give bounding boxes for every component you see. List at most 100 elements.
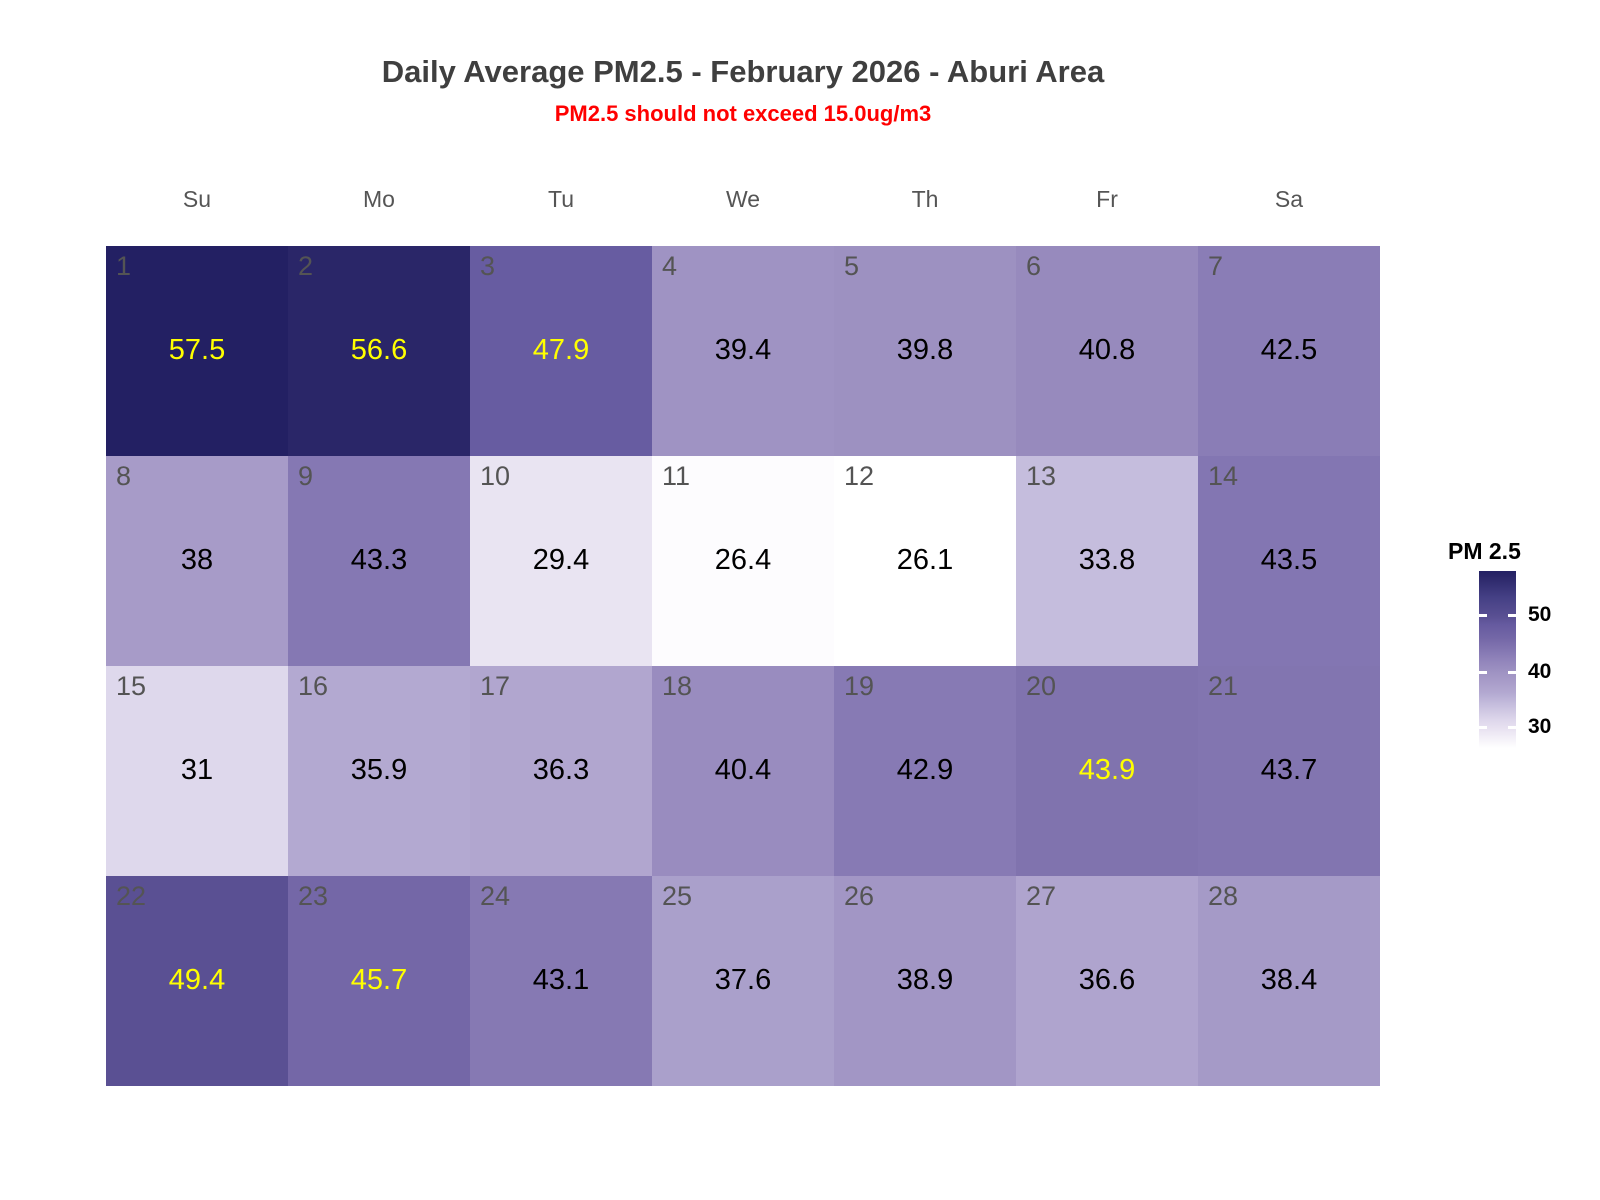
weekday-label-sa: Sa <box>1274 186 1304 212</box>
day-number: 14 <box>1208 461 1239 491</box>
day-cell-24: 24 43.1 <box>470 876 652 1086</box>
pm25-value: 31 <box>180 753 214 786</box>
weekday-label-fr: Fr <box>1096 186 1118 212</box>
day-number: 20 <box>1026 671 1057 701</box>
pm25-value: 42.9 <box>896 753 954 786</box>
pm25-value: 38.9 <box>896 963 954 996</box>
day-cell-25: 25 37.6 <box>652 876 834 1086</box>
pm25-value: 40.4 <box>714 753 772 786</box>
pm25-value: 33.8 <box>1078 543 1136 576</box>
day-number: 23 <box>298 881 329 911</box>
chart-subtitle: PM2.5 should not exceed 15.0ug/m3 <box>554 101 932 126</box>
day-number: 13 <box>1026 461 1057 491</box>
pm25-value: 37.6 <box>714 963 772 996</box>
day-number: 27 <box>1026 881 1057 911</box>
day-number: 15 <box>116 671 147 701</box>
pm25-value: 29.4 <box>532 543 590 576</box>
day-cell-15: 15 31 <box>106 666 288 876</box>
day-cell-17: 17 36.3 <box>470 666 652 876</box>
colorbar-tick <box>1479 726 1487 729</box>
pm25-value: 38 <box>180 543 214 576</box>
day-cell-28: 28 38.4 <box>1198 876 1380 1086</box>
weekday-header-row: Su Mo Tu We Th Fr Sa <box>106 184 1380 214</box>
calendar-grid: 1 57.5 2 56.6 3 47.9 4 39.4 5 39.8 6 40.8 7 42.5 8 38 9 4… <box>106 246 1380 1086</box>
day-number: 3 <box>480 251 496 281</box>
pm25-value: 35.9 <box>350 753 408 786</box>
pm25-value: 57.5 <box>168 333 226 366</box>
day-number: 28 <box>1208 881 1239 911</box>
day-number: 21 <box>1208 671 1239 701</box>
day-number: 25 <box>662 881 693 911</box>
pm25-value: 38.4 <box>1260 963 1318 996</box>
day-number: 16 <box>298 671 329 701</box>
day-cell-12: 12 26.1 <box>834 456 1016 666</box>
colorbar-tick-label: 40 <box>1528 660 1552 683</box>
weekday-label-tu: Tu <box>548 186 574 212</box>
day-cell-13: 13 33.8 <box>1016 456 1198 666</box>
day-number: 10 <box>480 461 511 491</box>
day-cell-4: 4 39.4 <box>652 246 834 456</box>
day-cell-21: 21 43.7 <box>1198 666 1380 876</box>
day-cell-26: 26 38.9 <box>834 876 1016 1086</box>
day-number: 19 <box>844 671 875 701</box>
day-cell-10: 10 29.4 <box>470 456 652 666</box>
day-cell-14: 14 43.5 <box>1198 456 1380 666</box>
day-cell-19: 19 42.9 <box>834 666 1016 876</box>
pm25-value: 36.3 <box>532 753 590 786</box>
day-number: 11 <box>662 461 691 491</box>
day-number: 12 <box>844 461 875 491</box>
day-cell-18: 18 40.4 <box>652 666 834 876</box>
day-cell-22: 22 49.4 <box>106 876 288 1086</box>
day-number: 18 <box>662 671 693 701</box>
weekday-label-mo: Mo <box>363 186 395 212</box>
colorbar-tick <box>1508 614 1516 617</box>
pm25-value: 49.4 <box>168 963 226 996</box>
day-cell-11: 11 26.4 <box>652 456 834 666</box>
day-cell-23: 23 45.7 <box>288 876 470 1086</box>
colorbar-tick-label: 50 <box>1528 603 1552 626</box>
day-number: 9 <box>298 461 314 491</box>
colorbar-tick <box>1479 671 1487 674</box>
day-cell-20: 20 43.9 <box>1016 666 1198 876</box>
day-cell-16: 16 35.9 <box>288 666 470 876</box>
pm25-value: 43.3 <box>350 543 408 576</box>
weekday-label-we: We <box>725 186 761 212</box>
legend-title: PM 2.5 <box>1448 538 1521 564</box>
pm25-value: 43.1 <box>532 963 590 996</box>
weekday-label-su: Su <box>182 186 212 212</box>
day-cell-2: 2 56.6 <box>288 246 470 456</box>
day-number: 22 <box>116 881 147 911</box>
pm25-value: 43.7 <box>1260 753 1318 786</box>
pm25-value: 39.8 <box>896 333 954 366</box>
day-number: 7 <box>1208 251 1224 281</box>
pm25-value: 39.4 <box>714 333 772 366</box>
pm25-value: 43.9 <box>1078 753 1136 786</box>
day-number: 2 <box>298 251 314 281</box>
pm25-value: 26.4 <box>714 543 772 576</box>
day-cell-9: 9 43.3 <box>288 456 470 666</box>
colorbar-tick <box>1479 614 1487 617</box>
pm25-value: 45.7 <box>350 963 408 996</box>
legend-colorbar <box>1479 571 1516 748</box>
day-number: 17 <box>480 671 511 701</box>
day-cell-1: 1 57.5 <box>106 246 288 456</box>
pm25-value: 36.6 <box>1078 963 1136 996</box>
day-number: 24 <box>480 881 511 911</box>
day-cell-7: 7 42.5 <box>1198 246 1380 456</box>
day-number: 1 <box>116 251 132 281</box>
page-title: Daily Average PM2.5 - February 2026 - Ab… <box>381 54 1105 89</box>
day-number: 4 <box>662 251 678 281</box>
day-number: 26 <box>844 881 875 911</box>
pm25-value: 40.8 <box>1078 333 1136 366</box>
day-number: 5 <box>844 251 860 281</box>
pm25-value: 42.5 <box>1260 333 1318 366</box>
day-cell-3: 3 47.9 <box>470 246 652 456</box>
day-number: 8 <box>116 461 132 491</box>
day-cell-8: 8 38 <box>106 456 288 666</box>
colorbar-tick <box>1508 671 1516 674</box>
weekday-label-th: Th <box>911 186 939 212</box>
pm25-value: 56.6 <box>350 333 408 366</box>
colorbar-tick <box>1508 726 1516 729</box>
pm25-value: 47.9 <box>532 333 590 366</box>
